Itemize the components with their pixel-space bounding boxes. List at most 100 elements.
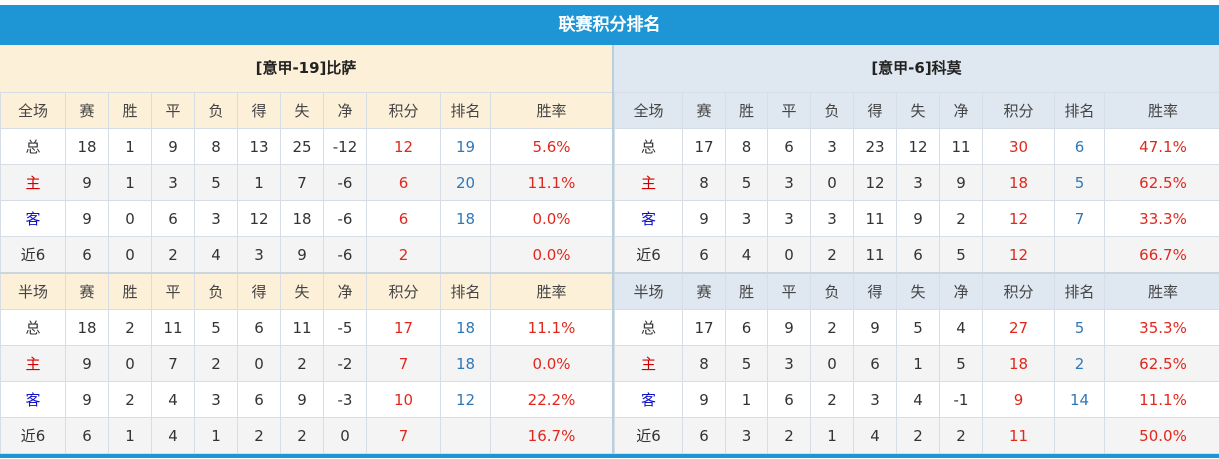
table-cell: 0.0%: [490, 200, 613, 237]
table-cell: 近6: [614, 236, 683, 274]
team-name: [意甲-19]比萨: [0, 45, 612, 92]
table-cell: 5: [1054, 164, 1105, 201]
table-cell: 2: [939, 200, 983, 237]
table-cell: 17: [366, 309, 441, 346]
standings-table: 全场赛胜平负得失净积分 排名 胜率总 17 8 6 3 23 12 11 30 6 47.1% 主 8 5 3 0…: [614, 92, 1219, 454]
table-cell: 3: [810, 200, 854, 237]
table-cell: 50.0%: [1104, 417, 1219, 454]
table-cell: 30: [982, 128, 1055, 165]
table-cell: 0: [237, 345, 281, 382]
table-cell: 2: [280, 417, 324, 454]
table-cell: 18: [440, 309, 491, 346]
table-cell: 7: [151, 345, 195, 382]
table-cell: 8: [725, 128, 768, 165]
table-cell: 1: [108, 128, 152, 165]
table-row: 客 9 2 4 3 6 9 -3 10 12 22.2%: [0, 381, 613, 418]
table-cell: 4: [151, 417, 195, 454]
table-row: 主 9 1 3 5 1 7 -6 6 20 11.1%: [0, 164, 613, 201]
standings-widget: 联赛积分排名 [意甲-19]比萨 全场赛胜平负得失净积分 排名 胜率总 18 1 9 8 13 2…: [0, 5, 1219, 458]
table-cell: 18: [982, 164, 1055, 201]
column-header: 净: [323, 92, 367, 129]
table-cell: 3: [194, 381, 238, 418]
table-cell: 13: [237, 128, 281, 165]
table-cell: 5: [896, 309, 940, 346]
column-header: 胜: [725, 92, 768, 129]
column-header: 胜率: [490, 272, 613, 310]
table-cell: 1: [237, 164, 281, 201]
table-cell: 主: [0, 345, 66, 382]
table-cell: 11: [939, 128, 983, 165]
column-header: 赛: [682, 272, 726, 310]
table-cell: 总: [614, 309, 683, 346]
table-cell: 0: [108, 345, 152, 382]
home-team-panel: [意甲-19]比萨 全场赛胜平负得失净积分 排名 胜率总 18 1 9 8 13 25 -12 12 1…: [0, 45, 613, 454]
table-cell: -3: [323, 381, 367, 418]
table-cell: 0: [810, 164, 854, 201]
column-header: 胜: [725, 272, 768, 310]
table-cell: 6: [725, 309, 768, 346]
bottom-bar: [0, 454, 1219, 458]
column-header: 赛: [65, 272, 109, 310]
table-cell: 5: [725, 345, 768, 382]
table-cell: 12: [896, 128, 940, 165]
table-cell: 62.5%: [1104, 345, 1219, 382]
table-cell: 12: [853, 164, 897, 201]
table-row: 近6 6 4 0 2 11 6 5 12 66.7%: [614, 236, 1219, 274]
table-cell: 11: [982, 417, 1055, 454]
column-header: 平: [151, 92, 195, 129]
column-header: 排名: [440, 272, 491, 310]
table-cell: 17: [682, 128, 726, 165]
column-header: 得: [853, 272, 897, 310]
table-cell: 5: [939, 345, 983, 382]
table-cell: 20: [440, 164, 491, 201]
table-cell: 主: [0, 164, 66, 201]
table-cell: 3: [725, 200, 768, 237]
table-cell: 62.5%: [1104, 164, 1219, 201]
table-cell: 7: [366, 417, 441, 454]
table-cell: -6: [323, 236, 367, 274]
table-cell: 客: [0, 200, 66, 237]
table-cell: 9: [853, 309, 897, 346]
table-row: 近6 6 1 4 1 2 2 0 7 16.7%: [0, 417, 613, 454]
table-cell: 6: [853, 345, 897, 382]
table-cell: 8: [194, 128, 238, 165]
table-cell: 3: [151, 164, 195, 201]
table-cell: 12: [440, 381, 491, 418]
table-cell: 3: [237, 236, 281, 274]
column-header: 净: [939, 272, 983, 310]
table-cell: 5: [194, 309, 238, 346]
table-cell: 2: [151, 236, 195, 274]
table-cell: 0: [108, 236, 152, 274]
table-cell: 7: [366, 345, 441, 382]
table-cell: 6: [896, 236, 940, 274]
table-cell: 0: [810, 345, 854, 382]
table-cell: 主: [614, 164, 683, 201]
team-name: [意甲-6]科莫: [614, 45, 1219, 92]
table-cell: 9: [682, 200, 726, 237]
column-header: 排名: [1054, 92, 1105, 129]
column-header: 得: [237, 92, 281, 129]
table-cell: -2: [323, 345, 367, 382]
table-row: 近6 6 3 2 1 4 2 2 11 50.0%: [614, 417, 1219, 454]
table-cell: 2: [810, 381, 854, 418]
table-cell: 12: [982, 200, 1055, 237]
column-header: 半场: [0, 272, 66, 310]
standings-table: 全场赛胜平负得失净积分 排名 胜率总 18 1 9 8 13 25 -12 12 19 5.6% 主 9 1 3…: [0, 92, 613, 454]
half-header-row: 半场赛胜平负得失净积分 排名 胜率: [614, 272, 1219, 310]
table-cell: 47.1%: [1104, 128, 1219, 165]
table-cell: 6: [237, 381, 281, 418]
table-cell: 16.7%: [490, 417, 613, 454]
table-cell: 6: [682, 236, 726, 274]
column-header: 失: [280, 92, 324, 129]
table-cell: 9: [65, 164, 109, 201]
column-header: 积分: [982, 272, 1055, 310]
table-cell: 35.3%: [1104, 309, 1219, 346]
table-cell: 1: [108, 417, 152, 454]
table-cell: 33.3%: [1104, 200, 1219, 237]
table-cell: [1054, 236, 1105, 274]
table-cell: 3: [725, 417, 768, 454]
table-cell: 9: [280, 236, 324, 274]
column-header: 胜率: [1104, 272, 1219, 310]
column-header: 净: [939, 92, 983, 129]
table-cell: 18: [440, 345, 491, 382]
